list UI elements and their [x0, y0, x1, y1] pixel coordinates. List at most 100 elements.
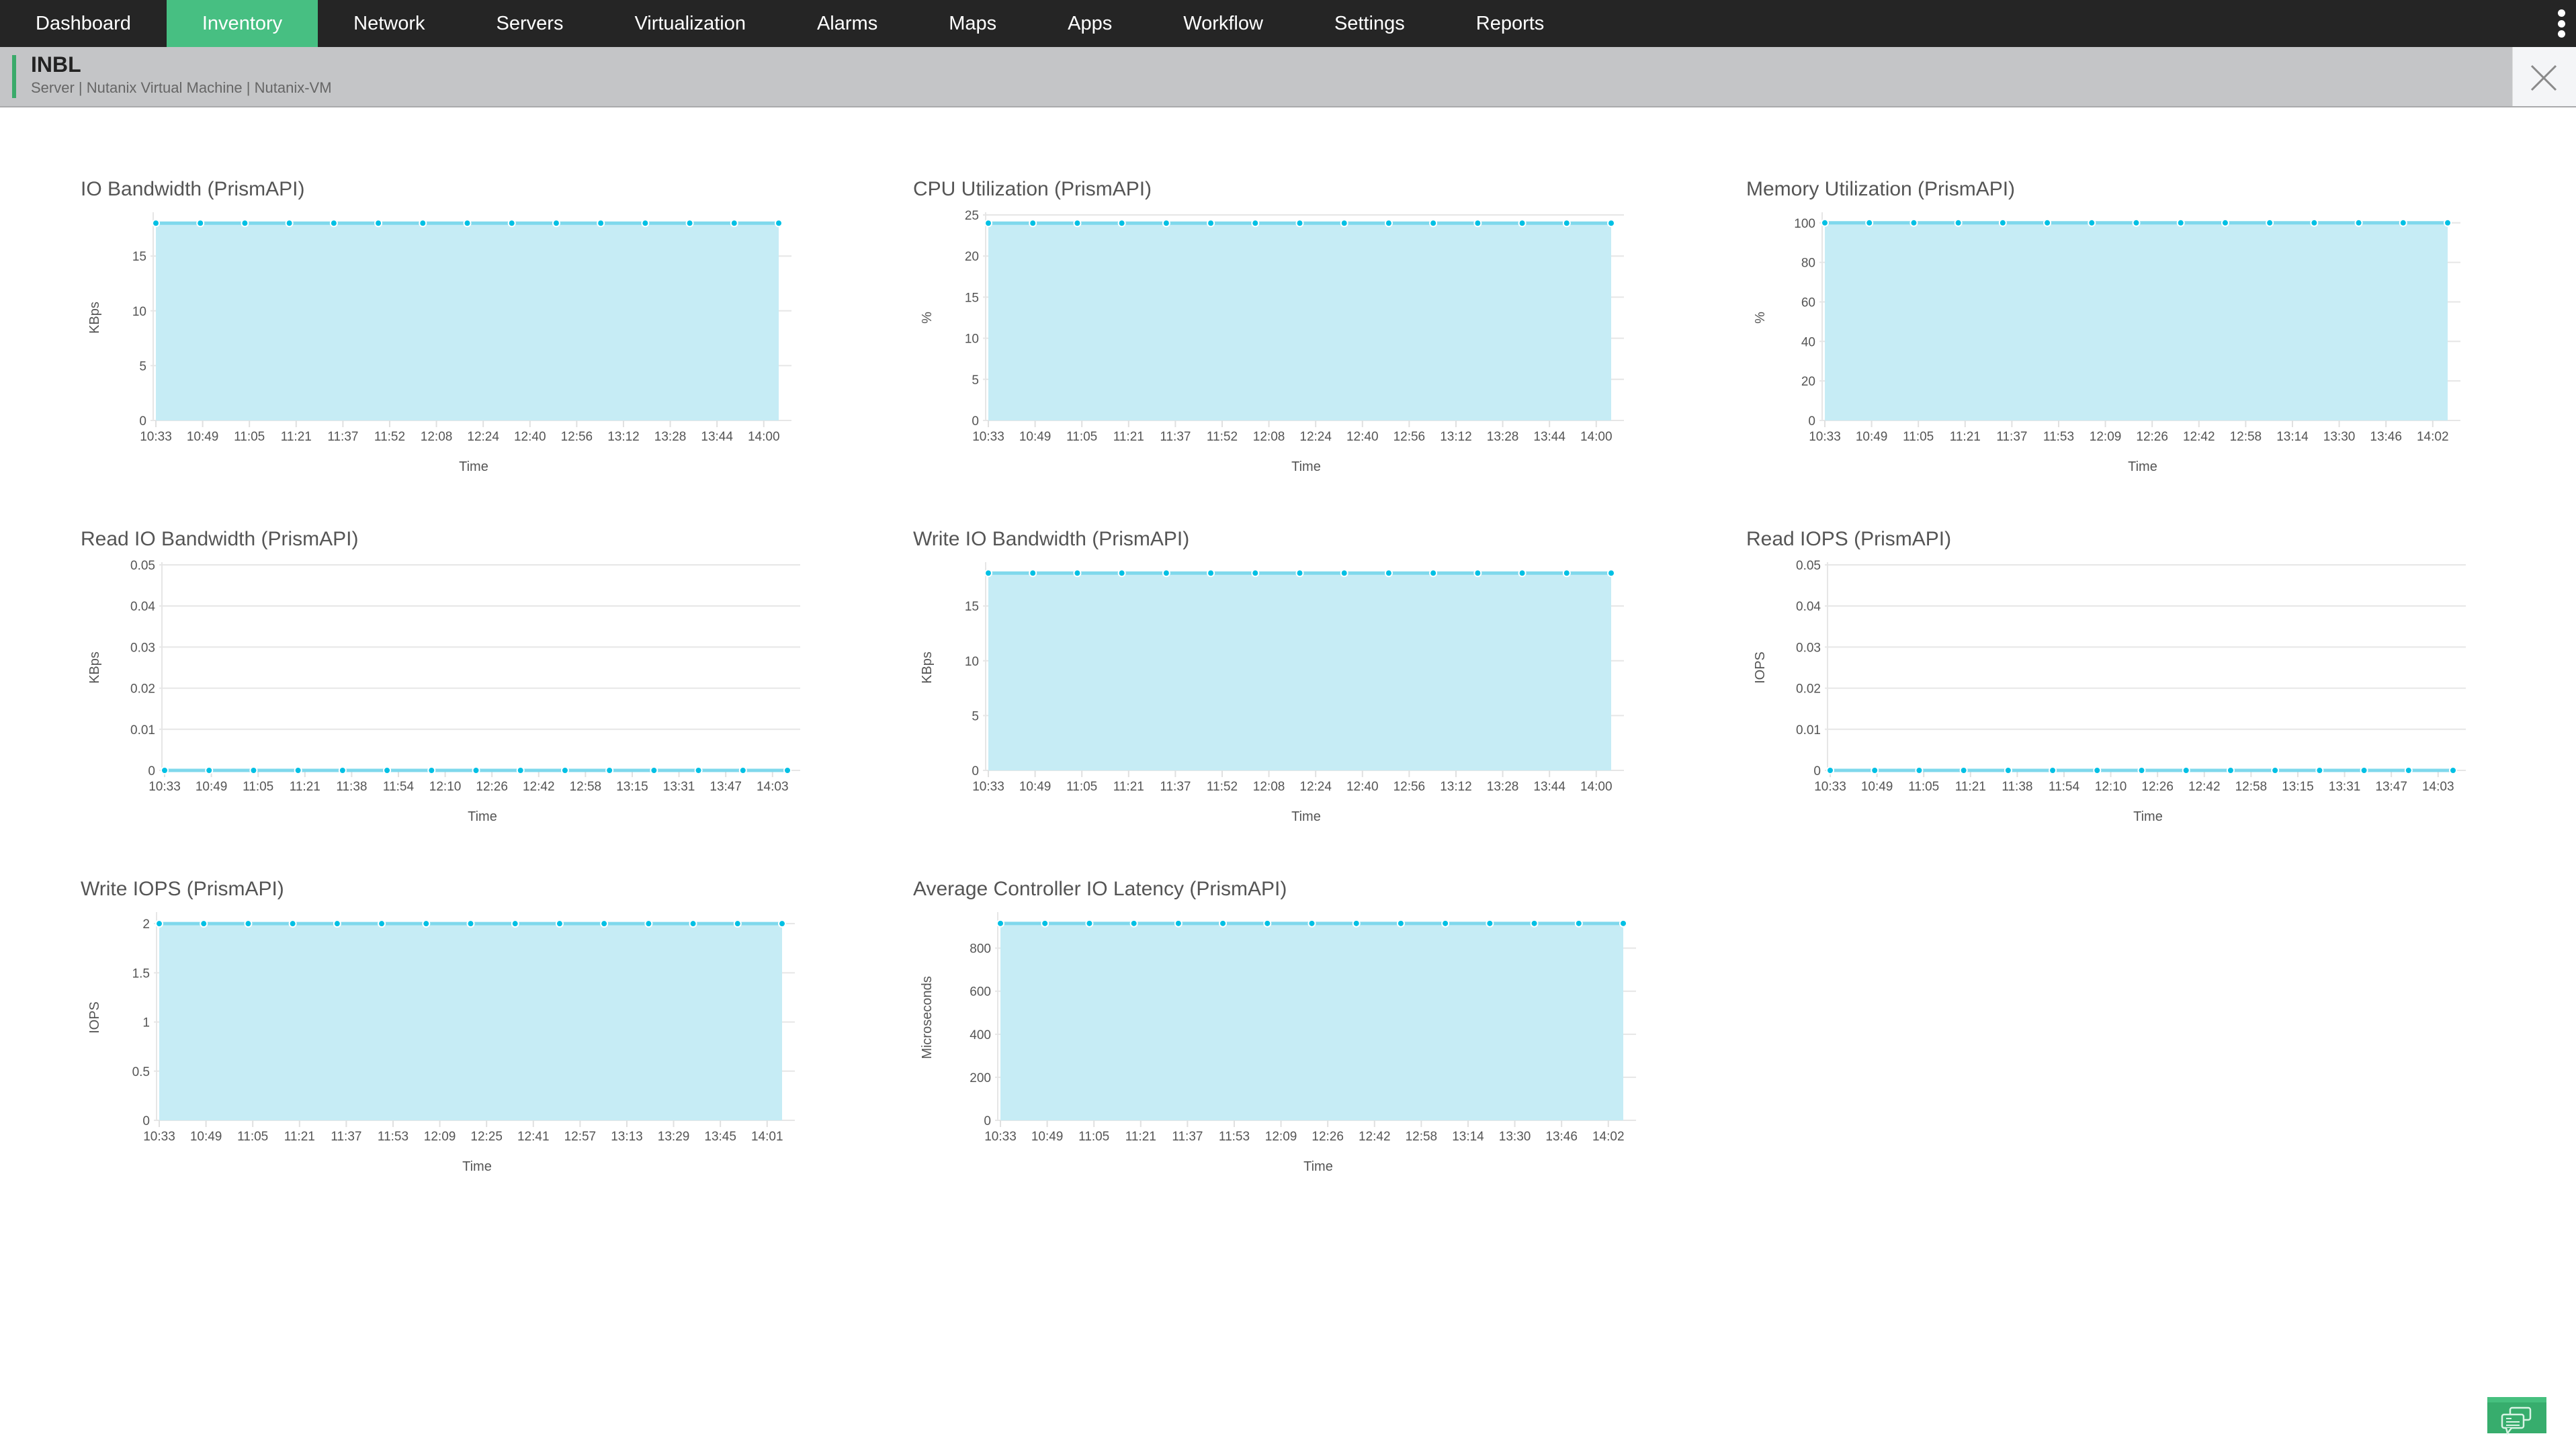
- data-point[interactable]: [1441, 919, 1450, 928]
- data-point[interactable]: [650, 766, 658, 774]
- data-point[interactable]: [1174, 919, 1183, 928]
- data-point[interactable]: [241, 219, 249, 228]
- data-point[interactable]: [152, 219, 160, 228]
- data-point[interactable]: [1251, 569, 1260, 578]
- data-point[interactable]: [1117, 219, 1126, 228]
- data-point[interactable]: [1607, 219, 1615, 228]
- data-point[interactable]: [641, 219, 650, 228]
- nav-servers[interactable]: Servers: [496, 12, 564, 34]
- data-point[interactable]: [2004, 766, 2012, 774]
- data-point[interactable]: [996, 919, 1004, 928]
- data-point[interactable]: [1162, 569, 1170, 578]
- data-point[interactable]: [2221, 218, 2229, 227]
- nav-apps[interactable]: Apps: [1068, 12, 1113, 34]
- data-point[interactable]: [2226, 766, 2235, 774]
- data-point[interactable]: [1129, 919, 1138, 928]
- data-point[interactable]: [338, 766, 347, 774]
- nav-reports[interactable]: Reports: [1475, 12, 1545, 34]
- data-point[interactable]: [778, 919, 786, 928]
- data-point[interactable]: [419, 219, 427, 228]
- data-point[interactable]: [1340, 569, 1348, 578]
- data-point[interactable]: [783, 766, 791, 774]
- data-point[interactable]: [1518, 569, 1527, 578]
- data-point[interactable]: [516, 766, 525, 774]
- data-point[interactable]: [1530, 919, 1539, 928]
- data-point[interactable]: [1959, 766, 1968, 774]
- data-point[interactable]: [2266, 218, 2274, 227]
- data-point[interactable]: [472, 766, 480, 774]
- data-point[interactable]: [984, 219, 992, 228]
- data-point[interactable]: [1518, 219, 1527, 228]
- data-point[interactable]: [1352, 919, 1361, 928]
- data-point[interactable]: [2444, 218, 2452, 227]
- data-point[interactable]: [1340, 219, 1348, 228]
- data-point[interactable]: [463, 219, 472, 228]
- nav-virtualization[interactable]: Virtualization: [634, 12, 746, 34]
- data-point[interactable]: [1473, 219, 1482, 228]
- data-point[interactable]: [730, 219, 738, 228]
- data-point[interactable]: [285, 219, 294, 228]
- chat-button[interactable]: [2487, 1397, 2546, 1435]
- data-point[interactable]: [1429, 569, 1438, 578]
- data-point[interactable]: [196, 219, 205, 228]
- data-point[interactable]: [1871, 766, 1879, 774]
- data-point[interactable]: [1396, 919, 1405, 928]
- data-point[interactable]: [200, 919, 208, 928]
- data-point[interactable]: [383, 766, 392, 774]
- data-point[interactable]: [1029, 569, 1037, 578]
- data-point[interactable]: [1295, 569, 1304, 578]
- data-point[interactable]: [1821, 218, 1829, 227]
- nav-dashboard[interactable]: Dashboard: [36, 12, 131, 34]
- nav-inventory[interactable]: Inventory: [166, 0, 318, 47]
- nav-network[interactable]: Network: [353, 12, 425, 34]
- data-point[interactable]: [294, 766, 302, 774]
- data-point[interactable]: [1117, 569, 1126, 578]
- nav-alarms[interactable]: Alarms: [816, 12, 878, 34]
- data-point[interactable]: [1263, 919, 1272, 928]
- data-point[interactable]: [2310, 218, 2319, 227]
- data-point[interactable]: [600, 919, 609, 928]
- data-point[interactable]: [1998, 218, 2007, 227]
- data-point[interactable]: [205, 766, 214, 774]
- data-point[interactable]: [1085, 919, 1094, 928]
- data-point[interactable]: [694, 766, 703, 774]
- data-point[interactable]: [288, 919, 297, 928]
- data-point[interactable]: [329, 219, 338, 228]
- data-point[interactable]: [1429, 219, 1438, 228]
- data-point[interactable]: [2399, 218, 2407, 227]
- data-point[interactable]: [1295, 219, 1304, 228]
- data-point[interactable]: [333, 919, 341, 928]
- data-point[interactable]: [1307, 919, 1316, 928]
- data-point[interactable]: [2315, 766, 2324, 774]
- data-point[interactable]: [2360, 766, 2368, 774]
- data-point[interactable]: [685, 219, 694, 228]
- data-point[interactable]: [560, 766, 569, 774]
- data-point[interactable]: [1486, 919, 1494, 928]
- data-point[interactable]: [2093, 766, 2102, 774]
- nav-workflow[interactable]: Workflow: [1183, 12, 1263, 34]
- data-point[interactable]: [1207, 569, 1215, 578]
- data-point[interactable]: [2088, 218, 2096, 227]
- data-point[interactable]: [2137, 766, 2146, 774]
- data-point[interactable]: [2176, 218, 2185, 227]
- data-point[interactable]: [374, 219, 383, 228]
- data-point[interactable]: [161, 766, 169, 774]
- data-point[interactable]: [1384, 569, 1393, 578]
- data-point[interactable]: [249, 766, 258, 774]
- data-point[interactable]: [689, 919, 697, 928]
- data-point[interactable]: [2449, 766, 2457, 774]
- data-point[interactable]: [1251, 219, 1260, 228]
- data-point[interactable]: [738, 766, 747, 774]
- data-point[interactable]: [605, 766, 614, 774]
- data-point[interactable]: [2354, 218, 2363, 227]
- data-point[interactable]: [1865, 218, 1874, 227]
- data-point[interactable]: [1562, 569, 1571, 578]
- data-point[interactable]: [2049, 766, 2057, 774]
- data-point[interactable]: [2271, 766, 2280, 774]
- data-point[interactable]: [507, 219, 516, 228]
- data-point[interactable]: [1384, 219, 1393, 228]
- data-point[interactable]: [555, 919, 564, 928]
- data-point[interactable]: [1954, 218, 1963, 227]
- data-point[interactable]: [2404, 766, 2413, 774]
- data-point[interactable]: [466, 919, 475, 928]
